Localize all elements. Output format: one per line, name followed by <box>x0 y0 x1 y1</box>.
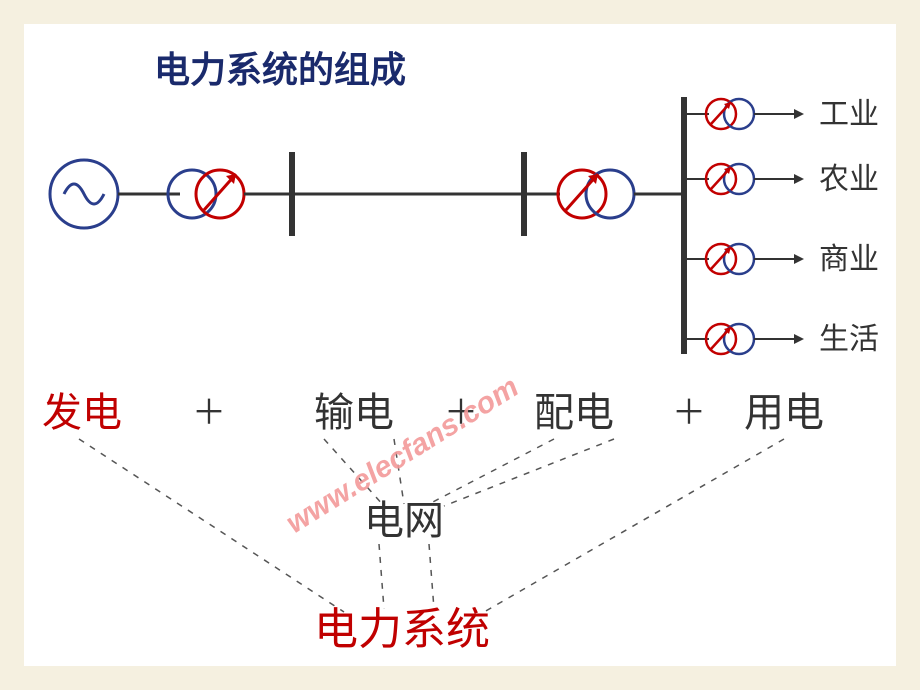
page-title: 电力系统的组成 <box>154 50 406 90</box>
grid-label: 电网 <box>364 498 444 543</box>
stage-usage: 用电 <box>744 390 824 435</box>
load-label-commerce: 商业 <box>819 243 879 276</box>
stage-distribution: 配电 <box>534 390 614 435</box>
load-branch-commerce: 商业 <box>684 243 879 276</box>
stage-generation: 发电 <box>42 390 122 435</box>
load-branch-industry: 工业 <box>684 98 879 131</box>
system-label: 电力系统 <box>314 605 490 654</box>
dash-dist-grid-l <box>429 439 554 504</box>
load-branch-agriculture: 农业 <box>684 163 879 196</box>
plus-3: ＋ <box>672 395 706 432</box>
diagram-svg: 电力系统的组成 <box>24 24 896 666</box>
load-label-industry: 工业 <box>819 98 879 131</box>
diagram-card: 电力系统的组成 <box>24 24 896 666</box>
stage-transmission: 输电 <box>314 390 394 435</box>
load-branch-life: 生活 <box>684 323 879 356</box>
dash-grid-sys-l <box>379 544 384 609</box>
dash-use-sys <box>484 439 784 612</box>
transformer-step-down <box>558 170 634 218</box>
load-label-agriculture: 农业 <box>819 163 879 196</box>
load-label-life: 生活 <box>819 323 879 356</box>
plus-1: ＋ <box>192 395 226 432</box>
page-background: 电力系统的组成 <box>0 0 920 690</box>
dash-dist-grid-r <box>444 439 614 506</box>
dash-grid-sys-r <box>429 544 434 609</box>
generator-symbol <box>50 160 118 228</box>
